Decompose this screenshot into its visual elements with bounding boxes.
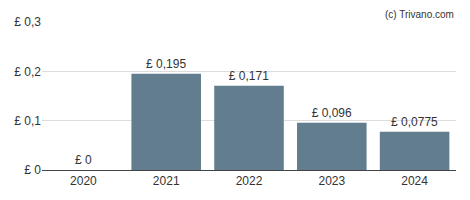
svg-text:2020: 2020 [70,174,97,188]
svg-text:£ 0,1: £ 0,1 [14,114,41,128]
svg-text:2024: 2024 [401,174,428,188]
svg-text:£ 0,171: £ 0,171 [229,69,269,83]
svg-text:2021: 2021 [153,174,180,188]
svg-text:£ 0,096: £ 0,096 [312,106,352,120]
svg-text:£ 0: £ 0 [24,163,41,177]
svg-text:£ 0: £ 0 [75,153,92,167]
svg-text:2022: 2022 [236,174,263,188]
svg-text:(c) Trivano.com: (c) Trivano.com [385,9,454,20]
svg-text:£ 0,3: £ 0,3 [14,15,41,29]
svg-text:£ 0,0775: £ 0,0775 [391,115,438,129]
svg-text:£ 0,2: £ 0,2 [14,65,41,79]
svg-text:2023: 2023 [318,174,345,188]
svg-text:£ 0,195: £ 0,195 [146,57,186,71]
